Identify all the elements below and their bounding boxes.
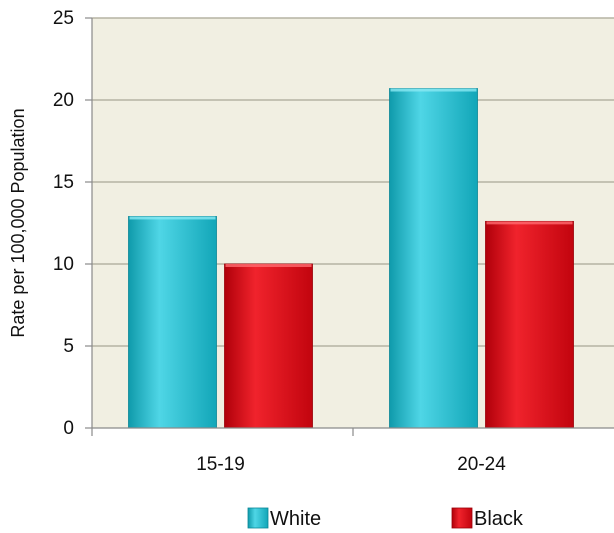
y-tick-label: 10 bbox=[53, 254, 74, 275]
legend-swatch-white bbox=[247, 507, 269, 529]
bar-white-20-24 bbox=[389, 88, 478, 429]
bar-black-15-19 bbox=[224, 263, 313, 429]
y-tick-label: 25 bbox=[53, 8, 74, 29]
y-tick-label: 5 bbox=[63, 336, 74, 357]
x-tick-labels: 15-19 20-24 bbox=[91, 428, 506, 475]
bar-top-highlight bbox=[225, 264, 312, 267]
x-tick-label: 15-19 bbox=[196, 454, 245, 475]
legend-label-black: Black bbox=[474, 508, 524, 530]
y-tick-label: 20 bbox=[53, 90, 74, 111]
bar-black-20-24 bbox=[485, 220, 574, 429]
legend: White Black bbox=[247, 507, 524, 530]
y-axis-title: Rate per 100,000 Population bbox=[8, 108, 28, 337]
y-tick-labels: 0 5 10 15 20 25 bbox=[53, 8, 92, 439]
bar-top-highlight bbox=[486, 221, 573, 225]
y-tick-label: 15 bbox=[53, 172, 74, 193]
legend-swatch-black bbox=[451, 507, 473, 529]
bar-top-highlight bbox=[390, 88, 477, 92]
x-tick-label: 20-24 bbox=[457, 454, 506, 475]
bar-top-highlight bbox=[129, 216, 216, 220]
legend-label-white: White bbox=[270, 508, 321, 530]
bars bbox=[128, 88, 574, 429]
y-tick-label: 0 bbox=[63, 418, 74, 439]
bar-white-15-19 bbox=[128, 216, 217, 429]
